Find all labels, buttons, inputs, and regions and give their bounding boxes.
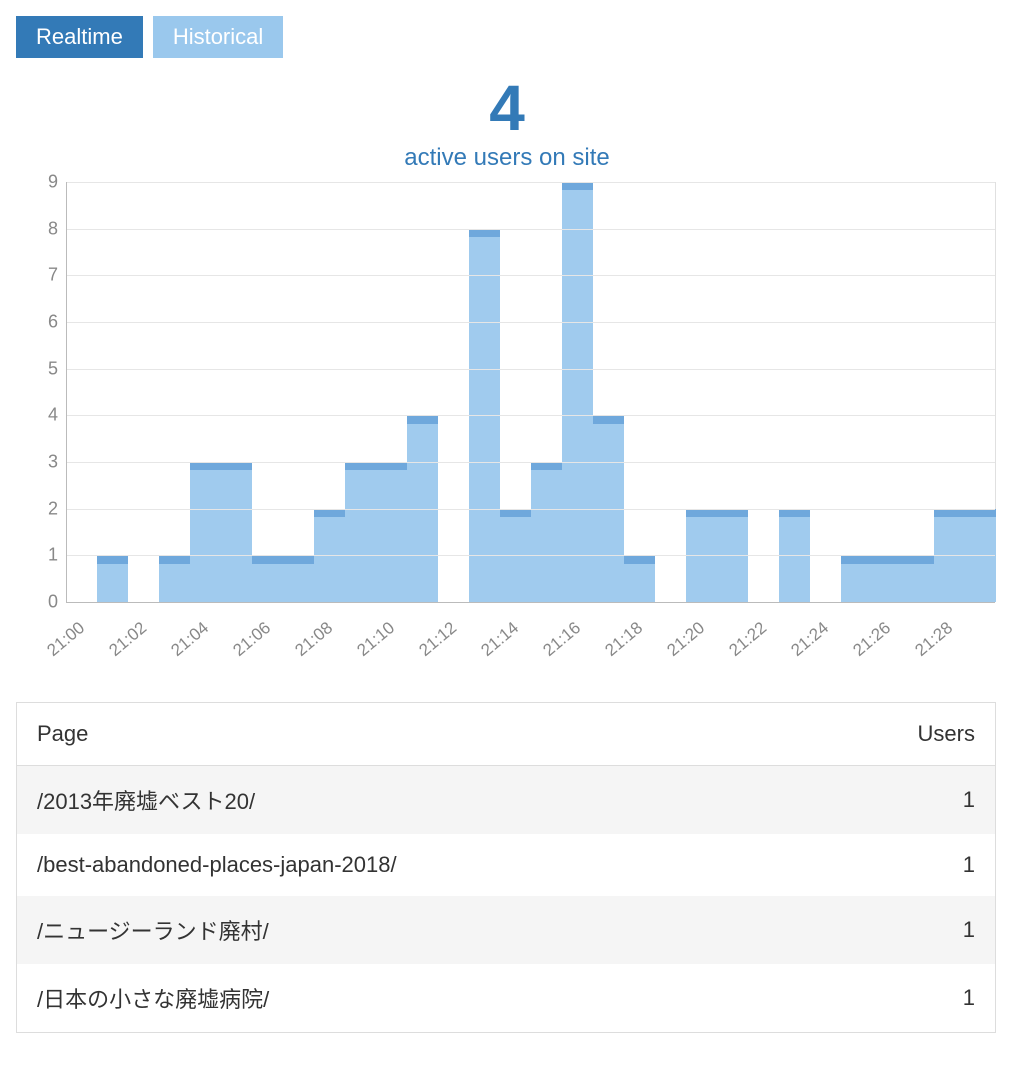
col-page[interactable]: Page	[17, 703, 803, 766]
x-tick-label: 21:18	[596, 618, 647, 665]
x-tick-label: 21:06	[224, 618, 275, 665]
x-tick-label: 21:08	[286, 618, 337, 665]
table-row: /日本の小さな廃墟病院/1	[17, 964, 996, 1033]
bar	[97, 555, 128, 602]
page-link[interactable]: /日本の小さな廃墟病院/	[37, 987, 269, 1012]
pageviews-chart: 0123456789 21:0021:0221:0421:0621:0821:1…	[16, 182, 996, 682]
bar	[252, 555, 283, 602]
page-link[interactable]: /ニュージーランド廃村/	[37, 919, 269, 944]
y-tick-label: 9	[16, 172, 58, 193]
y-tick-label: 7	[16, 265, 58, 286]
table-row: /2013年廃墟ベスト20/1	[17, 766, 996, 835]
x-tick-label: 21:22	[720, 618, 771, 665]
y-tick-label: 3	[16, 452, 58, 473]
x-tick-label: 21:28	[906, 618, 957, 665]
table-row: /best-abandoned-places-japan-2018/1	[17, 834, 996, 896]
bar	[283, 555, 314, 602]
page-link[interactable]: /best-abandoned-places-japan-2018/	[37, 852, 397, 877]
users-cell: 1	[803, 896, 996, 964]
view-tabs: Realtime Historical	[16, 16, 998, 58]
pages-table: Page Users /2013年廃墟ベスト20/1/best-abandone…	[16, 702, 996, 1033]
x-tick-label: 21:04	[162, 618, 213, 665]
y-tick-label: 0	[16, 592, 58, 613]
bar	[345, 462, 376, 602]
x-tick-label: 21:10	[348, 618, 399, 665]
active-users-hero: 4 active users on site	[16, 76, 998, 172]
table-row: /ニュージーランド廃村/1	[17, 896, 996, 964]
bar	[841, 555, 872, 602]
bar	[190, 462, 221, 602]
users-cell: 1	[803, 834, 996, 896]
x-tick-label: 21:12	[410, 618, 461, 665]
users-cell: 1	[803, 964, 996, 1033]
users-cell: 1	[803, 766, 996, 835]
x-tick-label: 21:20	[658, 618, 709, 665]
col-users[interactable]: Users	[803, 703, 996, 766]
bar	[903, 555, 934, 602]
y-tick-label: 5	[16, 358, 58, 379]
active-users-label: active users on site	[16, 144, 998, 172]
x-tick-label: 21:26	[844, 618, 895, 665]
bar	[159, 555, 190, 602]
y-tick-label: 2	[16, 498, 58, 519]
y-tick-label: 8	[16, 218, 58, 239]
bar	[221, 462, 252, 602]
y-tick-label: 6	[16, 312, 58, 333]
x-tick-label: 21:02	[100, 618, 151, 665]
table-header-row: Page Users	[17, 703, 996, 766]
bar	[624, 555, 655, 602]
x-tick-label: 21:14	[472, 618, 523, 665]
active-users-count: 4	[16, 76, 998, 140]
bar	[376, 462, 407, 602]
x-tick-label: 21:00	[38, 618, 89, 665]
x-tick-label: 21:24	[782, 618, 833, 665]
y-tick-label: 1	[16, 545, 58, 566]
bar	[562, 182, 593, 602]
page-link[interactable]: /2013年廃墟ベスト20/	[37, 789, 255, 814]
y-tick-label: 4	[16, 405, 58, 426]
tab-historical[interactable]: Historical	[153, 16, 283, 58]
x-tick-label: 21:16	[534, 618, 585, 665]
bar	[531, 462, 562, 602]
tab-realtime[interactable]: Realtime	[16, 16, 143, 58]
bar	[872, 555, 903, 602]
